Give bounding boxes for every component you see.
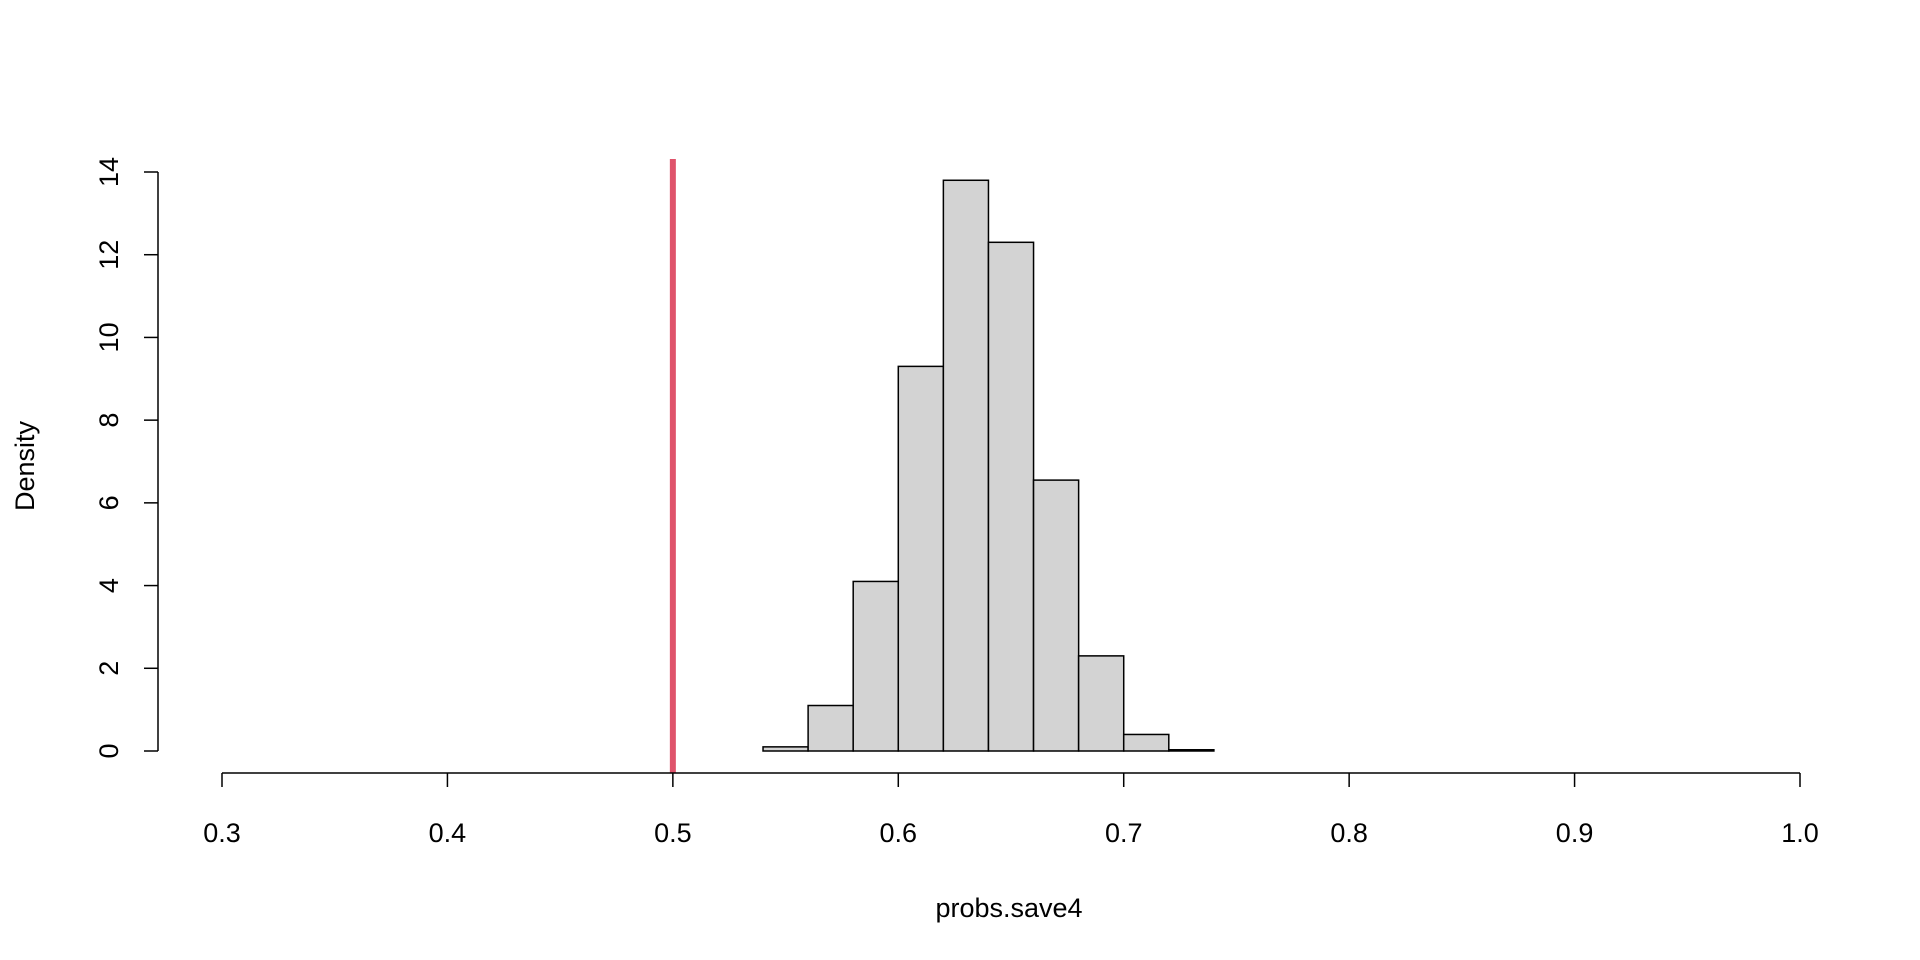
x-tick-label: 0.7	[1105, 818, 1143, 848]
x-axis-label: probs.save4	[935, 893, 1082, 923]
histogram-bars	[762, 179, 1215, 752]
histogram-bar	[1122, 733, 1170, 752]
histogram-bar	[762, 746, 809, 752]
y-tick-label: 14	[94, 157, 124, 187]
y-tick-label: 0	[94, 743, 124, 758]
histogram-bar	[897, 365, 945, 752]
y-tick-label: 6	[94, 495, 124, 510]
histogram-bar	[942, 179, 990, 752]
x-tick-label: 0.5	[654, 818, 692, 848]
x-tick-label: 0.9	[1556, 818, 1594, 848]
y-axis: 0 2 4 6 8 10 12 14	[94, 157, 159, 759]
y-tick-label: 8	[94, 413, 124, 428]
histogram-bar	[987, 241, 1035, 752]
y-tick-label: 10	[94, 322, 124, 352]
y-tick-label: 12	[94, 240, 124, 270]
histogram-bar	[1168, 749, 1215, 752]
x-tick-label: 1.0	[1781, 818, 1819, 848]
x-tick-label: 0.4	[429, 818, 467, 848]
histogram-bar	[807, 704, 854, 752]
x-axis: 0.3 0.4 0.5 0.6 0.7 0.8 0.9 1.0	[203, 772, 1819, 848]
y-axis-label: Density	[10, 420, 40, 511]
x-tick-label: 0.8	[1330, 818, 1368, 848]
x-tick-label: 0.3	[203, 818, 241, 848]
histogram-bar	[852, 580, 900, 752]
y-tick-label: 4	[94, 578, 124, 593]
histogram-bar	[1077, 655, 1125, 752]
x-tick-label: 0.6	[880, 818, 918, 848]
y-tick-label: 2	[94, 661, 124, 676]
histogram-bar	[1032, 479, 1080, 752]
